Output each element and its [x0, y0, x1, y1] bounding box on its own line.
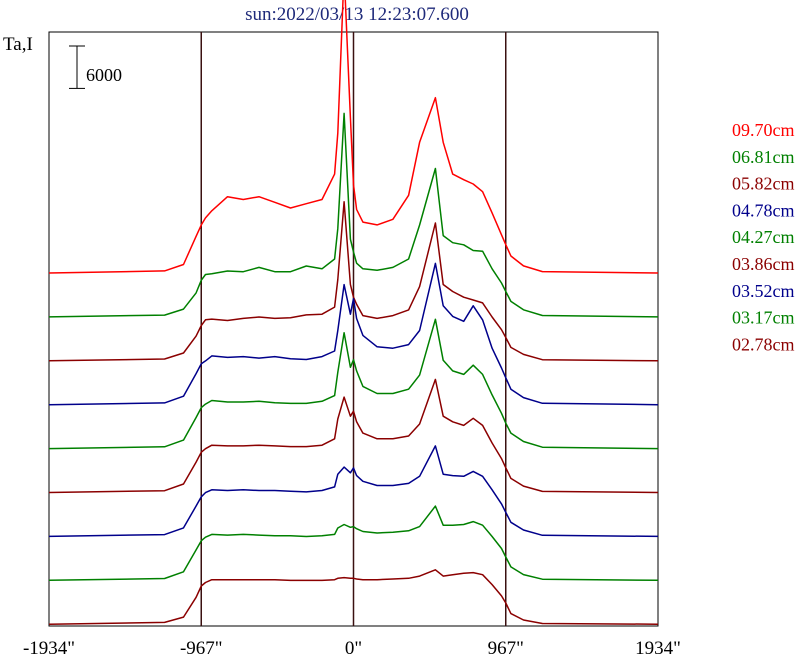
series-line-03.17cm: [48, 505, 659, 582]
scale-bar-label: 6000: [86, 65, 122, 85]
series-group: [48, 0, 659, 625]
legend: 09.70cm 06.81cm 05.82cm 04.78cm 04.27cm 03.86…: [732, 120, 795, 354]
legend-entry-05.82cm: 05.82cm: [732, 174, 795, 194]
x-tick-label-0: -1934": [23, 638, 75, 659]
x-tick-label-2: 0": [345, 638, 362, 659]
x-tick-label-3: 967": [488, 638, 524, 659]
series-line-09.70cm: [48, 0, 659, 274]
series-line-02.78cm: [48, 569, 659, 625]
scale-bar: 6000: [69, 45, 122, 89]
vertical-reference-lines: [200, 32, 507, 626]
legend-entry-09.70cm: 09.70cm: [732, 120, 795, 140]
series-line-03.86cm: [48, 378, 659, 494]
legend-entry-04.27cm: 04.27cm: [732, 227, 795, 247]
series-line-04.78cm: [48, 262, 659, 406]
y-axis-label: Ta,I: [3, 34, 33, 55]
x-tick-label-4: 1934": [635, 638, 681, 659]
series-line-06.81cm: [48, 112, 659, 318]
legend-entry-04.78cm: 04.78cm: [732, 200, 795, 220]
legend-entry-03.86cm: 03.86cm: [732, 254, 795, 274]
chart-title: sun:2022/03/13 12:23:07.600: [245, 4, 469, 25]
legend-entry-03.17cm: 03.17cm: [732, 308, 795, 328]
x-axis-ticks: -1934" -967" 0" 967" 1934": [23, 638, 681, 659]
legend-entry-06.81cm: 06.81cm: [732, 147, 795, 167]
series-line-03.52cm: [48, 445, 659, 538]
series-line-05.82cm: [48, 201, 659, 362]
legend-entry-03.52cm: 03.52cm: [732, 281, 795, 301]
series-line-04.27cm: [48, 318, 659, 450]
x-tick-label-1: -967": [180, 638, 223, 659]
legend-entry-02.78cm: 02.78cm: [732, 334, 795, 354]
